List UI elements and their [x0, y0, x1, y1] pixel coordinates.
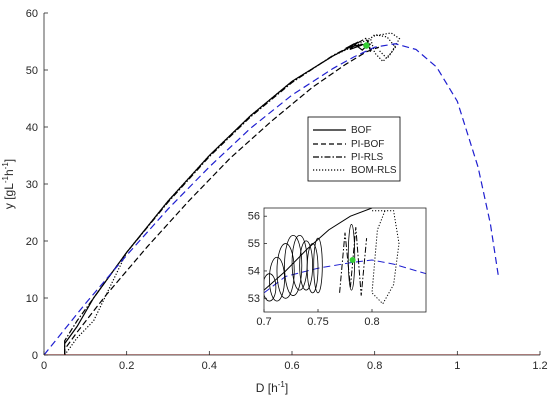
inset-oscillation-loop	[268, 256, 285, 302]
main-series-line-bom-rls	[64, 32, 401, 355]
inset-oscillation-loop	[347, 224, 356, 291]
inset-x-tick-label: 0.7	[256, 316, 271, 328]
main-plot: 0 0.2 0.4 0.6 0.8 1 1.2 0 10 20 30 40 50 60	[26, 8, 548, 372]
inset-series-line-3	[339, 227, 368, 296]
inset-plot: 0.7 0.75 0.8 53 54 55 56	[248, 207, 427, 328]
inset-oscillation-loop	[306, 243, 319, 294]
inset-oscillation-loop	[299, 240, 313, 291]
inset-series-line-0	[264, 259, 426, 294]
y-axis-label: y [gL-1h-1]	[1, 159, 16, 209]
main-x-tick-label: 0.8	[367, 360, 382, 372]
inset-oscillation-loop	[313, 237, 323, 294]
inset-series-line-2	[371, 210, 400, 305]
main-y-tick-label: 60	[26, 8, 38, 20]
inset-operating-point-marker	[349, 257, 356, 263]
main-y-tick-label: 20	[26, 236, 38, 248]
main-series-line-4	[44, 43, 500, 355]
main-y-tick-label: 40	[26, 122, 38, 134]
inset-x-tick-label: 0.8	[364, 316, 379, 328]
legend-label-pi-rls: PI-RLS	[351, 152, 384, 163]
legend: BOF PI-BOF PI-RLS BOM-RLS	[307, 116, 401, 182]
inset-y-tick-label: 56	[248, 211, 260, 223]
main-x-tick-label: 0.2	[119, 360, 134, 372]
legend-box	[307, 116, 401, 182]
inset-y-tick-label: 53	[248, 293, 260, 305]
inset-series-group	[264, 208, 426, 305]
main-y-tick-label: 10	[26, 293, 38, 305]
main-x-tick-label: 0.4	[202, 360, 217, 372]
main-series-group	[44, 32, 540, 355]
main-x-tick-label: 0	[41, 360, 47, 372]
inset-axes-frame	[263, 207, 427, 313]
inset-x-tick-label: 0.75	[307, 316, 328, 328]
inset-y-tick-label: 55	[248, 238, 260, 250]
inset-oscillation-loop	[284, 234, 303, 296]
main-y-tick-label: 50	[26, 65, 38, 77]
main-y-tick-label: 30	[26, 179, 38, 191]
legend-label-bom-rls: BOM-RLS	[351, 165, 397, 176]
inset-oscillation-loop	[276, 243, 295, 299]
legend-label-bof: BOF	[351, 125, 372, 136]
legend-label-pi-bof: PI-BOF	[351, 139, 384, 150]
main-series-line-pi-rls	[64, 37, 372, 355]
main-series-line-pi-bof	[64, 46, 380, 355]
main-y-tick-label: 0	[32, 350, 38, 362]
x-axis-label: D [h-1]	[256, 380, 288, 395]
inset-plot-area	[264, 208, 426, 312]
main-x-tick-label: 1	[454, 360, 460, 372]
main-operating-point-marker	[363, 42, 370, 49]
inset-series-line-1	[264, 208, 373, 291]
inset-y-tick-label: 54	[248, 265, 260, 277]
main-x-tick-label: 1.2	[532, 360, 547, 372]
main-x-tick-label: 0.6	[284, 360, 299, 372]
